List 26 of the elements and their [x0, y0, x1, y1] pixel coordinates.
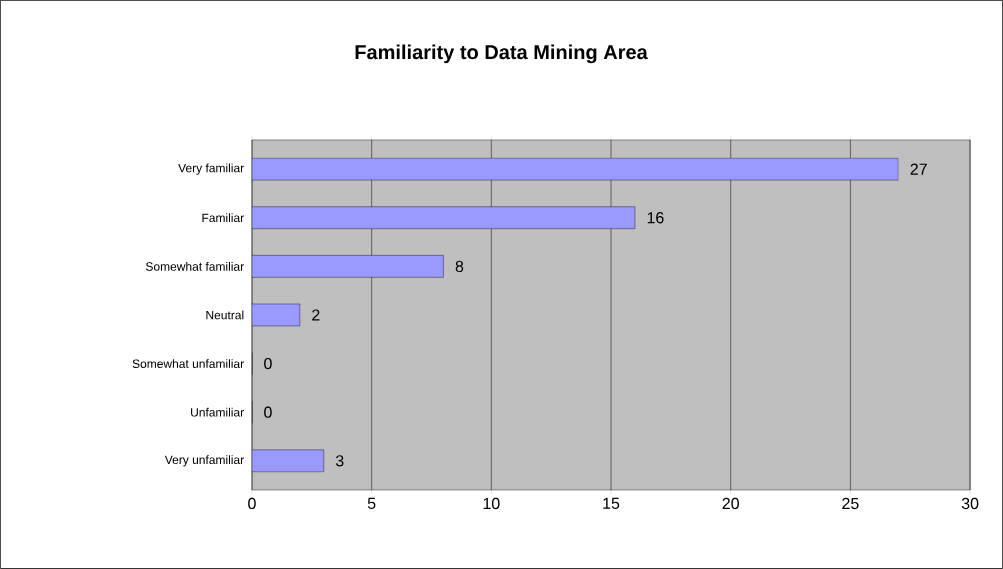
- data-label: 3: [335, 455, 344, 467]
- x-tick-label: 10: [483, 497, 500, 510]
- bar: [251, 449, 324, 473]
- x-tick-label: 0: [248, 497, 256, 510]
- data-label: 0: [264, 406, 272, 418]
- data-label: 2: [312, 309, 320, 321]
- chart-title: Familiarity to Data Mining Area: [355, 44, 648, 64]
- data-label: 27: [910, 163, 927, 175]
- bar: [251, 157, 899, 181]
- y-tick-label: Very unfamiliar: [164, 455, 244, 467]
- x-tick-label: 25: [842, 497, 859, 510]
- bar: [251, 255, 444, 278]
- y-tick-label: Somewhat familiar: [145, 261, 244, 271]
- data-label: 0: [264, 357, 272, 370]
- y-tick-label: Very familiar: [178, 163, 244, 175]
- x-tick-label: 15: [603, 497, 620, 510]
- bar: [251, 206, 636, 229]
- y-tick-label: Unfamiliar: [191, 407, 244, 417]
- data-label: 16: [647, 212, 664, 224]
- x-tick-label: 30: [961, 497, 979, 510]
- data-label: 8: [455, 260, 464, 273]
- x-tick-label: 20: [722, 497, 739, 510]
- x-tick-label: 5: [367, 497, 376, 510]
- y-tick-label: Neutral: [206, 310, 244, 320]
- y-tick-label: Somewhat unfamiliar: [132, 359, 244, 369]
- y-tick-label: Familiar: [202, 213, 244, 223]
